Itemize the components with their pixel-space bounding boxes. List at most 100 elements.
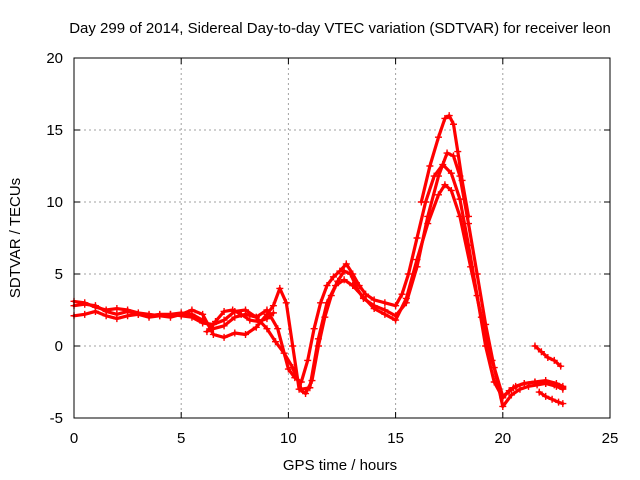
data-point — [229, 306, 237, 314]
data-point — [280, 349, 288, 357]
data-point — [263, 325, 271, 333]
data-point — [447, 169, 455, 177]
data-point — [295, 385, 303, 393]
x-tick-label: 10 — [280, 430, 297, 447]
y-tick-label: -5 — [50, 410, 63, 427]
data-point — [542, 379, 550, 387]
data-point — [274, 325, 282, 333]
data-point — [342, 260, 350, 268]
data-point — [510, 384, 518, 392]
data-point — [269, 302, 277, 310]
series-track-e — [417, 112, 472, 220]
data-point — [443, 149, 451, 157]
data-point — [456, 212, 464, 220]
data-point — [434, 133, 442, 141]
data-point — [499, 402, 507, 410]
data-point — [113, 310, 121, 318]
data-point — [242, 306, 250, 314]
x-tick-label: 20 — [494, 430, 511, 447]
data-point — [544, 354, 552, 362]
data-point — [458, 176, 466, 184]
data-point — [314, 342, 322, 350]
data-point — [323, 282, 331, 290]
data-point — [402, 299, 410, 307]
data-point — [467, 263, 475, 271]
data-point — [398, 290, 406, 298]
data-point — [188, 306, 196, 314]
data-point — [220, 316, 228, 324]
data-point — [340, 267, 348, 275]
data-point — [507, 391, 515, 399]
data-point — [246, 316, 254, 324]
x-tick-label: 15 — [387, 430, 404, 447]
data-point — [327, 292, 335, 300]
y-tick-label: 5 — [55, 266, 63, 283]
y-tick-label: 0 — [55, 338, 63, 355]
data-point — [209, 330, 217, 338]
data-point — [321, 313, 329, 321]
data-point — [441, 181, 449, 189]
data-point — [282, 299, 290, 307]
data-point — [413, 263, 421, 271]
data-point — [317, 299, 325, 307]
data-point — [212, 318, 220, 326]
data-point — [220, 307, 228, 315]
data-point — [473, 270, 481, 278]
data-point — [91, 302, 99, 310]
data-point — [520, 379, 528, 387]
data-point — [124, 307, 132, 315]
data-point — [177, 310, 185, 318]
data-point — [531, 342, 539, 350]
data-point — [482, 320, 490, 328]
data-point — [417, 198, 425, 206]
data-point — [203, 328, 211, 336]
data-point — [166, 313, 174, 321]
chart-title: Day 299 of 2014, Sidereal Day-to-day VTE… — [69, 20, 611, 37]
data-point — [276, 284, 284, 292]
data-point — [334, 277, 342, 285]
data-point — [559, 400, 567, 408]
y-tick-label: 20 — [46, 50, 63, 67]
data-point — [370, 302, 378, 310]
data-point — [359, 294, 367, 302]
data-point — [441, 114, 449, 122]
data-point — [537, 348, 545, 356]
data-point — [81, 300, 89, 308]
data-point — [156, 312, 164, 320]
data-point — [284, 365, 292, 373]
data-point — [454, 148, 462, 156]
x-tick-label: 0 — [70, 430, 78, 447]
data-point — [464, 220, 472, 228]
x-tick-label: 5 — [177, 430, 185, 447]
data-point — [413, 234, 421, 242]
data-point — [445, 112, 453, 120]
grid — [74, 58, 610, 418]
data-point — [550, 381, 558, 389]
x-axis-label: GPS time / hours — [283, 457, 397, 474]
series-trace — [72, 163, 565, 400]
data-point — [263, 315, 271, 323]
data-point — [188, 313, 196, 321]
series-track-c — [70, 149, 567, 410]
data-point — [252, 323, 260, 331]
y-tick-label: 15 — [46, 122, 63, 139]
series-track-g — [535, 388, 567, 408]
data-point — [353, 284, 361, 292]
data-point — [237, 310, 245, 318]
data-point — [516, 385, 524, 393]
data-point — [254, 318, 262, 326]
data-point — [81, 310, 89, 318]
data-point — [231, 329, 239, 337]
data-point — [525, 382, 533, 390]
data-point — [557, 362, 565, 370]
data-point — [490, 364, 498, 372]
data-point — [199, 310, 207, 318]
series-track-f — [531, 342, 565, 370]
plot-frame — [73, 57, 611, 419]
data-point — [310, 325, 318, 333]
series-track-d — [203, 306, 277, 336]
data-point — [559, 384, 567, 392]
data-point — [535, 388, 543, 396]
data-point — [434, 172, 442, 180]
